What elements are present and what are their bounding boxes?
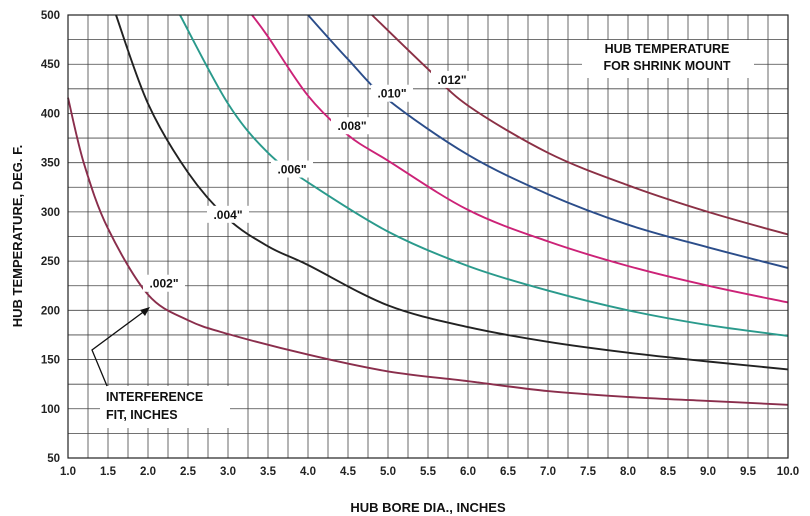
y-tick-label: 200 bbox=[41, 305, 60, 317]
series-line-2 bbox=[115, 14, 789, 371]
x-tick-label: 8.5 bbox=[660, 466, 677, 478]
annotation-arrow bbox=[91, 309, 147, 387]
curve-label-background bbox=[271, 160, 313, 178]
x-tick-label: 10.0 bbox=[777, 466, 799, 478]
curves bbox=[67, 14, 789, 406]
x-tick-label: 2.5 bbox=[180, 466, 197, 478]
x-tick-label: 6.0 bbox=[460, 466, 476, 478]
curve-label-5: .010" bbox=[377, 87, 406, 101]
x-tick-label: 7.5 bbox=[580, 466, 597, 478]
tick-labels: 1.0 1.5 2.0 2.5 3.0 3.5 4.0 4.5 5.0 5.5 6.0 6.5 7.0 7… bbox=[41, 10, 799, 478]
y-tick-label: 300 bbox=[41, 207, 60, 219]
curve-label-background bbox=[143, 274, 185, 292]
series-line-1 bbox=[67, 97, 789, 406]
x-tick-label: 4.5 bbox=[340, 466, 357, 478]
x-tick-label: 8.0 bbox=[620, 466, 636, 478]
curve-label-background bbox=[207, 205, 249, 223]
annotation-line-1: INTERFERENCE bbox=[106, 390, 203, 404]
y-tick-label: 50 bbox=[47, 453, 60, 465]
curve-labels: .002" .004" .006" .008" .010" .012" bbox=[143, 70, 473, 292]
series-line-4 bbox=[251, 14, 789, 304]
series-line-5 bbox=[307, 14, 789, 269]
curve-label-background bbox=[371, 84, 413, 102]
curve-label-6: .012" bbox=[437, 73, 466, 87]
x-tick-label: 6.5 bbox=[500, 466, 517, 478]
plot-frame bbox=[67, 14, 789, 459]
x-tick-label: 4.0 bbox=[300, 466, 316, 478]
y-tick-label: 100 bbox=[41, 404, 60, 416]
x-tick-label: 1.0 bbox=[60, 466, 76, 478]
curve-label-2: .004" bbox=[213, 208, 242, 222]
annotation-arrowhead bbox=[140, 307, 150, 316]
x-tick-label: 9.0 bbox=[700, 466, 716, 478]
annotation-line-2: FIT, INCHES bbox=[106, 408, 178, 422]
x-tick-label: 9.5 bbox=[740, 466, 757, 478]
x-axis-title: HUB BORE DIA., INCHES bbox=[350, 500, 506, 515]
x-tick-label: 1.5 bbox=[100, 466, 117, 478]
y-tick-label: 450 bbox=[41, 59, 60, 71]
x-tick-label: 7.0 bbox=[540, 466, 556, 478]
y-tick-label: 500 bbox=[41, 10, 60, 22]
annotation-background bbox=[100, 386, 230, 428]
y-axis-title: HUB TEMPERATURE, DEG. F. bbox=[10, 145, 25, 328]
x-tick-label: 5.5 bbox=[420, 466, 437, 478]
curve-label-background bbox=[431, 70, 473, 88]
curve-label-4: .008" bbox=[337, 119, 366, 133]
chart-title: HUB TEMPERATURE bbox=[605, 42, 730, 56]
curve-label-3: .006" bbox=[277, 163, 306, 177]
y-tick-label: 150 bbox=[41, 355, 60, 367]
y-tick-label: 400 bbox=[41, 108, 60, 120]
y-tick-label: 350 bbox=[41, 158, 60, 170]
x-tick-label: 2.0 bbox=[140, 466, 156, 478]
y-tick-label: 250 bbox=[41, 256, 60, 268]
chart-subtitle: FOR SHRINK MOUNT bbox=[603, 59, 730, 73]
curve-label-1: .002" bbox=[149, 277, 178, 291]
x-tick-label: 3.0 bbox=[220, 466, 236, 478]
series-line-6 bbox=[371, 14, 789, 236]
x-tick-label: 5.0 bbox=[380, 466, 396, 478]
title-background bbox=[582, 40, 754, 78]
x-tick-label: 3.5 bbox=[260, 466, 277, 478]
series-line-3 bbox=[179, 14, 789, 337]
curve-label-background bbox=[331, 117, 373, 135]
